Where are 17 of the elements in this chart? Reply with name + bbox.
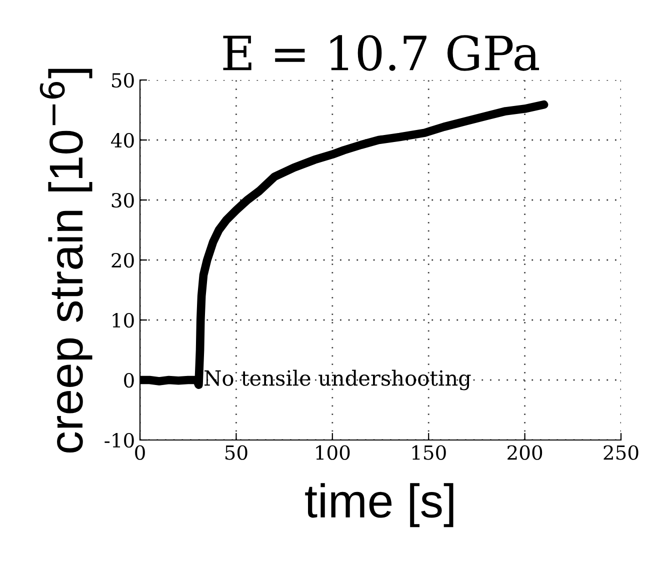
y-tick-label: 0 [124,372,134,388]
y-tick-label: 50 [112,72,134,88]
y-tick-label: 40 [110,132,134,148]
annotation: No tensile undershooting [204,370,471,390]
y-tick-label: 20 [112,252,134,268]
x-tick-label: 100 [316,445,350,460]
x-axis-title: time [s] [305,483,454,528]
y-axis-title: creep strain [10$^{−6}$] [40,68,92,453]
chart-title: E = 10.7 GPa [223,35,540,71]
x-tick-label: 200 [508,445,542,460]
y-tick-label: 10 [112,312,134,328]
y-tick-label: 30 [112,192,134,208]
x-tick-label: 250 [604,445,638,460]
x-tick-label: 50 [225,445,248,460]
x-tick-label: 0 [135,445,145,460]
y-tick-label: -10 [104,432,134,448]
x-tick-label: 150 [412,445,446,460]
